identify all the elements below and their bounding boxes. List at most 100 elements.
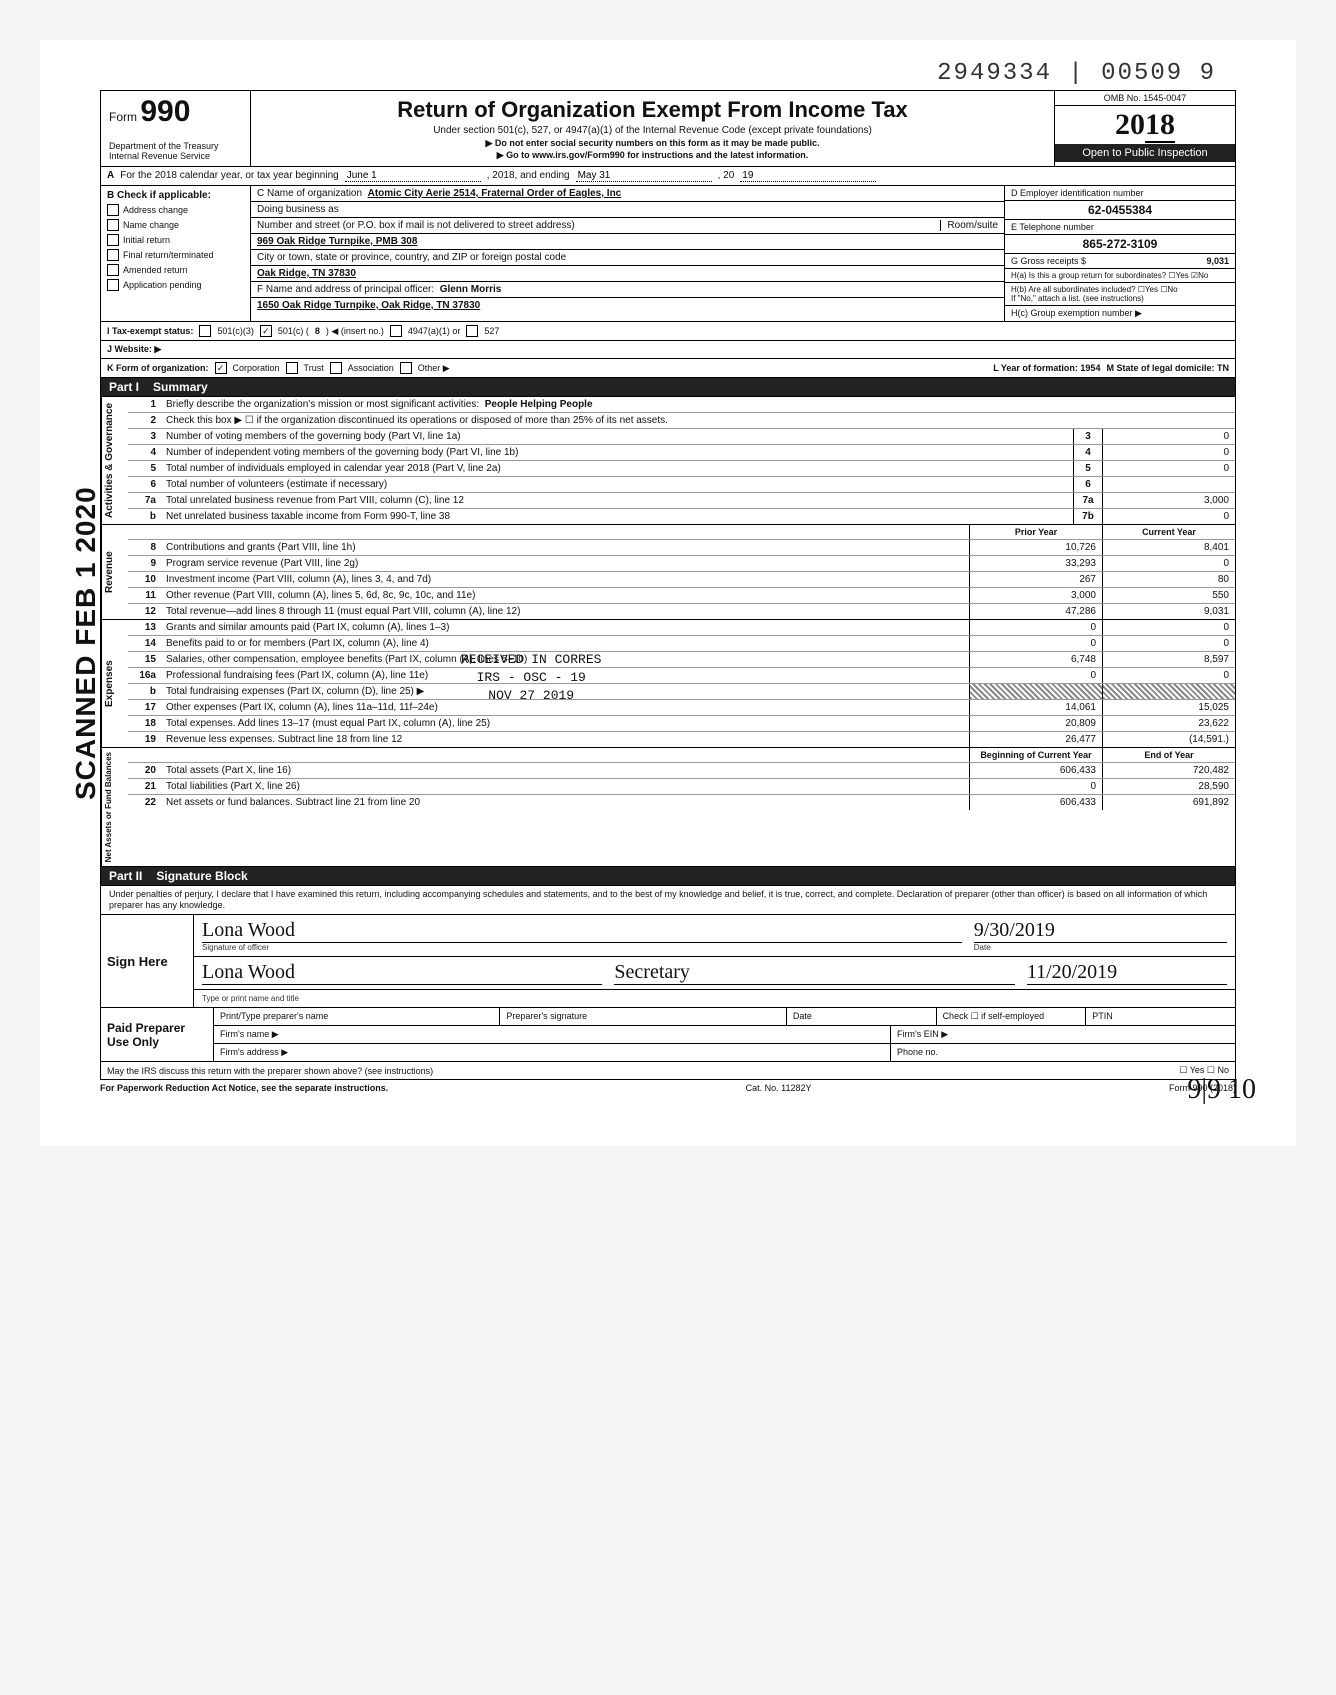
print-label: Type or print name and title	[202, 994, 299, 1003]
part2-tag: Part II	[109, 869, 142, 883]
tax-year-begin[interactable]	[345, 170, 481, 182]
cb-other[interactable]	[400, 362, 412, 374]
l5-val: 0	[1102, 461, 1235, 476]
summary-revenue: Revenue Prior YearCurrent Year 8Contribu…	[100, 525, 1236, 620]
checkbox-amended[interactable]	[107, 264, 119, 276]
row-a: A For the 2018 calendar year, or tax yea…	[100, 167, 1236, 186]
summary-block: Activities & Governance 1Briefly describ…	[100, 397, 1236, 525]
date-label: Date	[974, 943, 1227, 952]
form-title: Return of Organization Exempt From Incom…	[259, 97, 1046, 123]
m-label: M State of legal domicile:	[1106, 363, 1214, 373]
checkbox-app-pending[interactable]	[107, 279, 119, 291]
prep-c2: Preparer's signature	[500, 1008, 786, 1025]
hc-label: H(c) Group exemption number ▶	[1005, 306, 1235, 321]
summary-expenses: Expenses 13Grants and similar amounts pa…	[100, 620, 1236, 748]
ein-value: 62-0455384	[1005, 201, 1235, 220]
col-c: C Name of organization Atomic City Aerie…	[251, 186, 1004, 321]
street-value: 969 Oak Ridge Turnpike, PMB 308	[257, 236, 417, 247]
summary-netassets: Net Assets or Fund Balances Beginning of…	[100, 748, 1236, 867]
discuss-row: May the IRS discuss this return with the…	[100, 1062, 1236, 1080]
l7a-val: 3,000	[1102, 493, 1235, 508]
part1-bar: Part I Summary	[100, 378, 1236, 397]
side-activities: Activities & Governance	[101, 397, 128, 524]
city-label: City or town, state or province, country…	[257, 252, 998, 263]
hb-note: If "No," attach a list. (see instruction…	[1011, 294, 1144, 303]
handwritten-note: 9|9 10	[1187, 1074, 1256, 1106]
footer: For Paperwork Reduction Act Notice, see …	[100, 1080, 1236, 1096]
tax-year-end-yy[interactable]	[740, 170, 876, 182]
form-header: Form 990 Department of the Treasury Inte…	[100, 90, 1236, 167]
l3-val: 0	[1102, 429, 1235, 444]
cb-501c[interactable]: ✓	[260, 325, 272, 337]
block-bcde: B Check if applicable: Address change Na…	[100, 186, 1236, 322]
row-a-yp: , 20	[718, 170, 735, 181]
cb-label: Application pending	[123, 280, 202, 290]
org-name: Atomic City Aerie 2514, Fraternal Order …	[368, 188, 622, 199]
state-domicile: TN	[1217, 363, 1229, 373]
row-k: K Form of organization: ✓Corporation Tru…	[100, 359, 1236, 378]
row-a-label: A	[107, 170, 114, 181]
street-label: Number and street (or P.O. box if mail i…	[257, 220, 940, 231]
form-number-cell: Form 990 Department of the Treasury Inte…	[101, 91, 251, 166]
firm-ein-label: Firm's EIN ▶	[891, 1026, 1235, 1043]
cb-501c3[interactable]	[199, 325, 211, 337]
g-label: G Gross receipts $	[1011, 256, 1086, 266]
row-j: J Website: ▶	[100, 341, 1236, 359]
firm-addr-label: Firm's address ▶	[214, 1044, 891, 1061]
cb-4947[interactable]	[390, 325, 402, 337]
cb-527[interactable]	[466, 325, 478, 337]
cb-label: Name change	[123, 220, 179, 230]
d-label: D Employer identification number	[1005, 186, 1235, 201]
l4-val: 0	[1102, 445, 1235, 460]
pra-notice: For Paperwork Reduction Act Notice, see …	[100, 1083, 388, 1093]
firm-name-label: Firm's name ▶	[214, 1026, 891, 1043]
phone-label: Phone no.	[891, 1044, 1235, 1061]
print-title: Secretary	[614, 961, 1014, 985]
year-prefix: 20	[1115, 108, 1145, 141]
row-k-label: K Form of organization:	[107, 363, 209, 373]
side-revenue: Revenue	[101, 525, 128, 619]
col-de: D Employer identification number 62-0455…	[1004, 186, 1235, 321]
e-label: E Telephone number	[1005, 220, 1235, 235]
phone-value: 865-272-3109	[1005, 235, 1235, 254]
side-netassets: Net Assets or Fund Balances	[101, 748, 128, 866]
signature-block: Under penalties of perjury, I declare th…	[100, 886, 1236, 1008]
prep-c5: PTIN	[1086, 1008, 1235, 1025]
checkbox-initial-return[interactable]	[107, 234, 119, 246]
cb-label: Amended return	[123, 265, 188, 275]
tax-year-end[interactable]	[576, 170, 712, 182]
prep-c1: Print/Type preparer's name	[214, 1008, 500, 1025]
form-subtitle: Under section 501(c), 527, or 4947(a)(1)…	[259, 125, 1046, 136]
prep-c4: Check ☐ if self-employed	[937, 1008, 1087, 1025]
cb-label: Final return/terminated	[123, 250, 214, 260]
cb-assoc[interactable]	[330, 362, 342, 374]
row-j-label: J Website: ▶	[107, 344, 161, 355]
form-sub2a: ▶ Do not enter social security numbers o…	[259, 138, 1046, 149]
cb-trust[interactable]	[286, 362, 298, 374]
open-public: Open to Public Inspection	[1055, 144, 1235, 162]
year-cell: OMB No. 1545-0047 2018 Open to Public In…	[1055, 91, 1235, 166]
sig-date: 9/30/2019	[974, 919, 1227, 943]
part1-tag: Part I	[109, 380, 139, 394]
sign-here-label: Sign Here	[101, 915, 194, 1007]
form-990-page: 2949334 | 00509 9 Form 990 Department of…	[40, 40, 1296, 1146]
checkbox-address-change[interactable]	[107, 204, 119, 216]
501c-insert: 8	[315, 326, 320, 336]
dept-line2: Internal Revenue Service	[109, 152, 242, 162]
cb-corp[interactable]: ✓	[215, 362, 227, 374]
part1-title: Summary	[153, 380, 208, 394]
l7b-val: 0	[1102, 509, 1235, 524]
dba-label: Doing business as	[257, 204, 998, 215]
year-suffix: 18	[1145, 108, 1175, 143]
f-addr: 1650 Oak Ridge Turnpike, Oak Ridge, TN 3…	[257, 300, 480, 311]
row-a-text: For the 2018 calendar year, or tax year …	[120, 170, 338, 181]
print-name: Lona Wood	[202, 961, 602, 985]
l-label: L Year of formation:	[993, 363, 1078, 373]
checkbox-name-change[interactable]	[107, 219, 119, 231]
city-value: Oak Ridge, TN 37830	[257, 268, 356, 279]
sig-officer-label: Signature of officer	[202, 943, 962, 952]
checkbox-final-return[interactable]	[107, 249, 119, 261]
gross-receipts: 9,031	[1206, 256, 1229, 266]
year-formation: 1954	[1080, 363, 1100, 373]
c-name-label: C Name of organization	[257, 188, 362, 199]
